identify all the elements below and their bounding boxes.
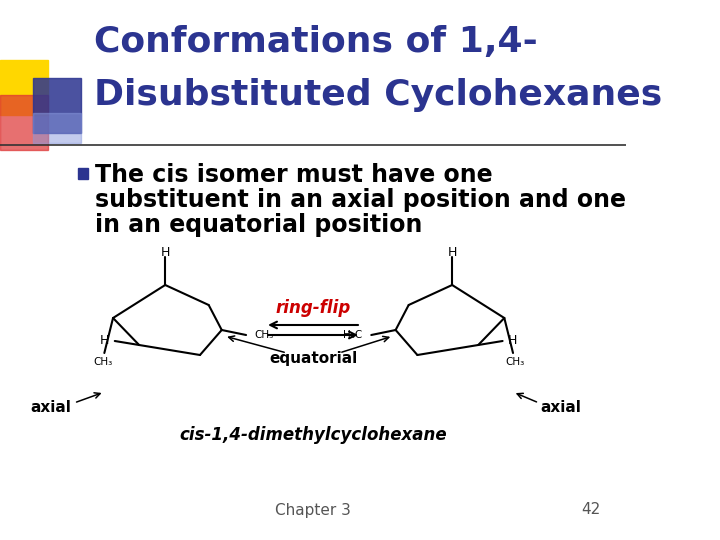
- Text: substituent in an axial position and one: substituent in an axial position and one: [95, 188, 626, 212]
- Text: in an equatorial position: in an equatorial position: [95, 213, 422, 237]
- Text: The cis isomer must have one: The cis isomer must have one: [95, 163, 492, 187]
- Text: axial: axial: [541, 401, 581, 415]
- Text: Conformations of 1,4-: Conformations of 1,4-: [94, 25, 538, 59]
- Text: H₃C: H₃C: [343, 330, 363, 340]
- Text: CH₃: CH₃: [93, 357, 112, 367]
- Text: H: H: [447, 246, 456, 259]
- Bar: [78, 168, 88, 179]
- Text: H: H: [508, 334, 517, 348]
- Text: H: H: [100, 334, 109, 348]
- Text: axial: axial: [30, 401, 71, 415]
- Text: ring-flip: ring-flip: [275, 299, 351, 317]
- Bar: [33, 78, 81, 133]
- Text: CH₃: CH₃: [255, 330, 274, 340]
- Text: equatorial: equatorial: [269, 350, 357, 366]
- Bar: [0, 60, 48, 115]
- Text: H: H: [161, 246, 170, 259]
- Text: 42: 42: [582, 503, 601, 517]
- Text: Disubstituted Cyclohexanes: Disubstituted Cyclohexanes: [94, 78, 662, 112]
- Bar: [33, 113, 81, 143]
- Text: cis-1,4-dimethylcyclohexane: cis-1,4-dimethylcyclohexane: [179, 426, 447, 444]
- Bar: [0, 95, 48, 150]
- Text: CH₃: CH₃: [505, 357, 524, 367]
- Text: Chapter 3: Chapter 3: [275, 503, 351, 517]
